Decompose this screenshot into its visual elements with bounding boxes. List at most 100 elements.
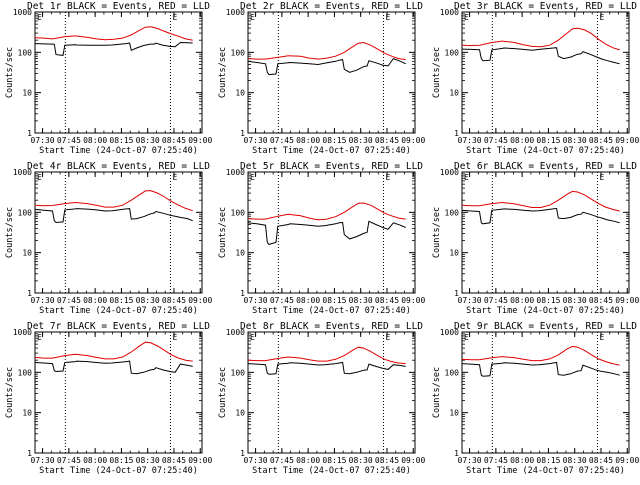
x-tick-label: 07:45 (270, 296, 294, 305)
x-tick-label: 08:15 (536, 456, 560, 465)
x-tick-label: 09:00 (188, 456, 212, 465)
x-tick-label: 08:45 (589, 136, 613, 145)
y-tick-label: 1000 (226, 328, 245, 337)
y-tick-label: 100 (18, 208, 33, 217)
y-axis-label: Counts/sec (218, 367, 228, 418)
x-tick-label: 08:30 (562, 456, 586, 465)
panel-title: Det 3r BLACK = Events, RED = LLD (454, 1, 637, 12)
panel-title: Det 4r BLACK = Events, RED = LLD (27, 161, 210, 172)
x-tick-label: 08:45 (589, 296, 613, 305)
x-tick-label: 08:00 (510, 296, 534, 305)
y-tick-label: 1 (241, 129, 246, 138)
series-line-events (248, 361, 407, 375)
chart-svg: Det 4r BLACK = Events, RED = LLD 1 10 100 10… (5, 161, 212, 316)
x-tick-label: 08:00 (83, 136, 107, 145)
series-line-events (34, 41, 193, 56)
series-line-lld (461, 27, 620, 51)
x-tick-label: 08:15 (536, 136, 560, 145)
panel-5: Det 5r BLACK = Events, RED = LLD 1 10 100 10… (213, 160, 427, 325)
plot-frame (34, 11, 203, 134)
y-tick-label: 10 (449, 409, 459, 418)
x-tick-label: 07:30 (31, 456, 55, 465)
y-tick-label: 1 (27, 289, 32, 298)
x-tick-label: 08:45 (375, 296, 399, 305)
marker-e-start: E (37, 13, 42, 22)
x-tick-label: 09:00 (402, 296, 426, 305)
x-tick-label: 08:45 (589, 456, 613, 465)
y-tick-label: 10 (449, 249, 459, 258)
y-axis-label: Counts/sec (218, 47, 228, 98)
chart-svg: Det 2r BLACK = Events, RED = LLD 1 10 100 10… (218, 1, 425, 156)
marker-e-start: E (464, 13, 469, 22)
series-line-events (34, 208, 193, 224)
x-tick-label: 08:15 (536, 296, 560, 305)
marker-e-end: E (599, 173, 604, 182)
x-axis-label: Start Time (24-Oct-07 07:25:40) (253, 306, 412, 316)
x-tick-label: 08:00 (296, 136, 320, 145)
y-tick-label: 1000 (13, 168, 32, 177)
x-tick-label: 09:00 (615, 136, 639, 145)
chart-svg: Det 8r BLACK = Events, RED = LLD 1 10 100 10… (218, 321, 426, 476)
y-axis-label: Counts/sec (5, 207, 15, 258)
y-tick-label: 1000 (226, 8, 245, 17)
panel-8: Det 8r BLACK = Events, RED = LLD 1 10 100 10… (213, 320, 427, 485)
x-tick-label: 08:30 (562, 136, 586, 145)
y-axis-label: Counts/sec (432, 47, 442, 98)
x-tick-label: 08:00 (296, 296, 320, 305)
x-tick-label: 07:45 (57, 296, 81, 305)
x-tick-label: 08:15 (109, 296, 133, 305)
x-tick-label: 08:30 (136, 456, 160, 465)
panel-title: Det 1r BLACK = Events, RED = LLD (27, 1, 210, 12)
marker-e-start: E (250, 333, 255, 342)
x-tick-label: 07:45 (483, 296, 507, 305)
x-tick-label: 08:30 (349, 136, 373, 145)
y-tick-label: 1000 (13, 8, 32, 17)
x-tick-label: 09:00 (615, 456, 639, 465)
series-line-events (34, 360, 193, 375)
plot-frame (461, 331, 630, 454)
panel-title: Det 7r BLACK = Events, RED = LLD (27, 321, 210, 332)
x-axis-label: Start Time (24-Oct-07 07:25:40) (253, 466, 412, 476)
x-axis-label: Start Time (24-Oct-07 07:25:40) (253, 146, 412, 156)
x-tick-label: 08:45 (375, 136, 399, 145)
marker-e-end: E (386, 333, 391, 342)
y-tick-label: 1000 (439, 168, 458, 177)
x-tick-label: 09:00 (402, 456, 426, 465)
x-tick-label: 08:15 (323, 456, 347, 465)
x-tick-label: 07:45 (270, 136, 294, 145)
panel-title: Det 6r BLACK = Events, RED = LLD (454, 161, 637, 172)
x-tick-label: 08:45 (375, 456, 399, 465)
plot-frame (247, 331, 416, 454)
x-tick-label: 08:45 (162, 136, 186, 145)
marker-e-start: E (250, 13, 255, 22)
series-line-events (461, 47, 620, 65)
x-tick-label: 09:00 (188, 136, 212, 145)
y-tick-label: 100 (18, 48, 33, 57)
x-tick-label: 07:30 (457, 456, 481, 465)
y-tick-label: 10 (22, 249, 32, 258)
x-tick-label: 07:45 (57, 456, 81, 465)
marker-e-end: E (599, 13, 604, 22)
x-tick-label: 08:15 (323, 296, 347, 305)
panel-2: Det 2r BLACK = Events, RED = LLD 1 10 100 10… (213, 0, 427, 165)
x-tick-label: 08:45 (162, 456, 186, 465)
chart-svg: Det 3r BLACK = Events, RED = LLD 1 10 100 10… (432, 1, 639, 156)
marker-e-start: E (37, 333, 42, 342)
series-line-lld (34, 341, 193, 362)
series-line-lld (461, 190, 620, 212)
panel-6: Det 6r BLACK = Events, RED = LLD 1 10 100 10… (427, 160, 640, 325)
x-tick-label: 07:30 (457, 296, 481, 305)
x-tick-label: 07:30 (457, 136, 481, 145)
plot-frame (461, 171, 630, 294)
y-tick-label: 1000 (226, 168, 245, 177)
y-tick-label: 1 (454, 289, 459, 298)
y-tick-label: 10 (449, 89, 459, 98)
marker-e-start: E (37, 173, 42, 182)
x-tick-label: 09:00 (615, 296, 639, 305)
y-tick-label: 100 (231, 48, 246, 57)
series-line-events (461, 207, 620, 225)
chart-svg: Det 1r BLACK = Events, RED = LLD 1 10 100 10… (5, 1, 212, 156)
panel-3: Det 3r BLACK = Events, RED = LLD 1 10 100 10… (427, 0, 640, 165)
x-tick-label: 08:15 (323, 136, 347, 145)
